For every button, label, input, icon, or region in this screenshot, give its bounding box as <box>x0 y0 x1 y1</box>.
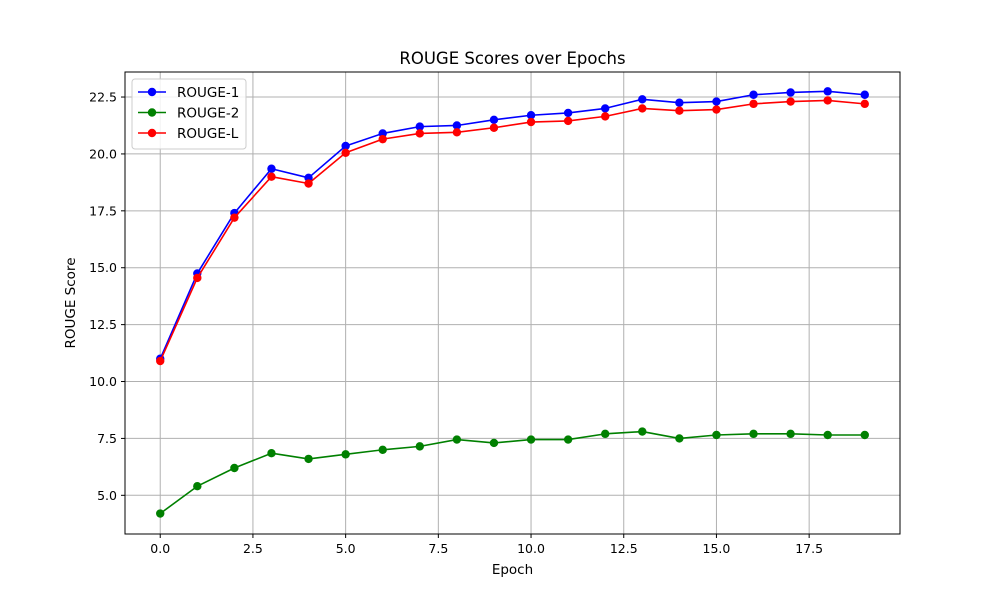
rouge-1-point <box>786 88 795 97</box>
rouge-l-point <box>489 123 499 132</box>
rouge-1-point <box>267 164 276 173</box>
rouge-1-point <box>563 108 573 118</box>
legend-label: ROUGE-1 <box>177 85 239 101</box>
x-tick-label: 5.0 <box>336 541 356 556</box>
rouge-1-point <box>675 98 684 107</box>
rouge-2-point <box>304 454 313 464</box>
axis-ticks: 0.0 2.5 5.0 7.5 10.0 12.5 15.0 17.5 5.0 7.5 10.0 12… <box>89 90 823 556</box>
rouge-1-point <box>452 121 462 130</box>
chart-title: ROUGE Scores over Epochs <box>399 49 625 68</box>
legend-label: ROUGE-2 <box>177 106 239 122</box>
rouge-2-point <box>193 482 202 491</box>
rouge-l-line <box>159 99 865 362</box>
rouge-2-point <box>601 429 610 439</box>
rouge-l-point <box>415 129 424 138</box>
rouge-l-point <box>823 96 832 105</box>
rouge-l-point <box>304 179 313 188</box>
x-tick-label: 12.5 <box>610 541 638 556</box>
rouge-1-line <box>159 90 865 360</box>
rouge-l-point <box>563 116 573 126</box>
y-tick-label: 5.0 <box>97 488 117 503</box>
rouge-2-point <box>638 427 647 436</box>
rouge-2-point <box>675 434 684 443</box>
y-tick-label: 12.5 <box>89 317 117 332</box>
rouge-1-point <box>860 90 869 99</box>
x-tick-label: 2.5 <box>243 541 263 556</box>
rouge-1-point <box>415 122 424 131</box>
legend: ROUGE-1 ROUGE-2 ROUGE-L <box>131 78 247 150</box>
rouge-2-point <box>489 438 499 448</box>
rouge-2-point <box>712 430 721 440</box>
rouge-l-point <box>786 97 795 106</box>
rouge-l-point <box>156 356 165 366</box>
rouge-2-point <box>786 429 795 439</box>
rouge-2-point <box>415 442 424 451</box>
rouge-1-point <box>749 90 758 99</box>
rouge-2-line <box>159 430 865 515</box>
rouge-1-point <box>526 111 536 120</box>
rouge-l-point <box>601 112 610 121</box>
rouge-2-point <box>749 429 758 439</box>
rouge-2-point <box>156 509 165 518</box>
y-tick-label: 10.0 <box>89 374 117 389</box>
rouge-l-point <box>638 104 647 113</box>
series-lines <box>156 87 869 518</box>
rouge-1-point <box>712 97 721 106</box>
y-tick-label: 15.0 <box>89 260 117 275</box>
rouge-l-point <box>675 106 684 115</box>
x-tick-label: 15.0 <box>703 541 731 556</box>
rouge-l-point <box>193 273 202 283</box>
legend-item-rouge-l: ROUGE-L <box>138 126 239 142</box>
rouge-l-point <box>452 128 462 137</box>
rouge-2-point <box>860 430 869 440</box>
rouge-l-point <box>267 172 276 181</box>
x-tick-label: 0.0 <box>150 541 170 556</box>
rouge-1-point <box>601 104 610 113</box>
rouge-l-point <box>712 105 721 114</box>
legend-box <box>131 78 247 150</box>
rouge-2-point <box>823 430 832 440</box>
rouge-2-point <box>563 435 573 444</box>
rouge-l-point <box>230 213 239 222</box>
legend-item-rouge-1: ROUGE-1 <box>138 85 239 101</box>
rouge-2-point <box>230 463 239 473</box>
rouge-1-point <box>823 87 832 96</box>
rouge-l-point <box>341 148 350 157</box>
y-tick-label: 20.0 <box>89 146 117 161</box>
legend-label: ROUGE-L <box>177 126 239 142</box>
series-rouge-2 <box>156 427 869 518</box>
rouge-2-point <box>267 449 276 458</box>
x-tick-label: 7.5 <box>428 541 448 556</box>
series-rouge-l <box>156 96 869 366</box>
rouge-1-point <box>638 95 647 104</box>
legend-swatch-marker <box>147 108 157 117</box>
legend-swatch-marker <box>147 128 157 138</box>
y-tick-label: 7.5 <box>97 431 117 446</box>
x-axis-label: Epoch <box>492 562 533 578</box>
y-tick-label: 22.5 <box>89 90 117 105</box>
rouge-l-point <box>526 117 536 127</box>
rouge-l-point <box>378 134 387 144</box>
rouge-2-point <box>378 445 387 454</box>
rouge-1-point <box>341 141 350 151</box>
rouge-2-point <box>526 435 536 444</box>
x-tick-label: 17.5 <box>795 541 823 556</box>
rouge-2-point <box>452 435 462 444</box>
plot-frame <box>124 71 901 535</box>
legend-item-rouge-2: ROUGE-2 <box>138 106 239 122</box>
y-axis-label: ROUGE Score <box>63 258 79 349</box>
rouge-l-point <box>749 99 758 109</box>
legend-swatch-marker <box>147 87 157 97</box>
y-tick-label: 17.5 <box>89 203 117 218</box>
rouge-l-point <box>860 99 869 109</box>
x-tick-label: 10.0 <box>517 541 545 556</box>
rouge-1-point <box>489 115 499 124</box>
rouge-2-point <box>341 450 350 459</box>
